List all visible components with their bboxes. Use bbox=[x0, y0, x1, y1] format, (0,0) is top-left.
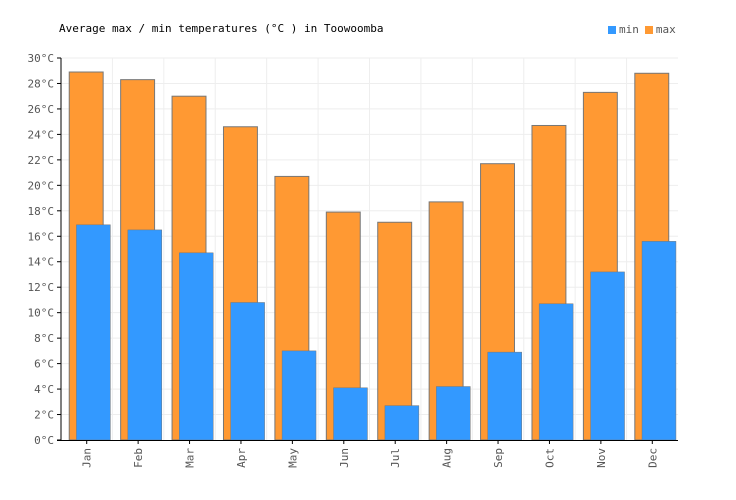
x-tick-label: Mar bbox=[184, 448, 197, 468]
y-tick-label: 26°C bbox=[28, 103, 55, 116]
x-tick-label: May bbox=[286, 448, 299, 468]
y-tick-label: 30°C bbox=[28, 52, 55, 65]
y-tick-label: 4°C bbox=[34, 383, 54, 396]
bar-min bbox=[76, 224, 111, 441]
y-tick-label: 16°C bbox=[28, 230, 55, 243]
bar-min bbox=[179, 252, 214, 441]
bar-min bbox=[487, 351, 522, 441]
bar-min bbox=[384, 405, 420, 441]
y-tick-label: 28°C bbox=[28, 77, 55, 90]
legend-item-min: min bbox=[608, 23, 639, 36]
legend-swatch-max bbox=[644, 25, 653, 34]
legend: min max bbox=[608, 23, 682, 36]
y-tick-label: 22°C bbox=[28, 154, 55, 167]
y-tick-label: 14°C bbox=[28, 256, 55, 269]
x-tick-label: Dec bbox=[646, 448, 659, 468]
legend-swatch-min bbox=[608, 25, 616, 34]
x-tick-label: Aug bbox=[441, 448, 454, 468]
x-tick-label: Feb bbox=[132, 448, 145, 468]
bar-min bbox=[538, 303, 574, 441]
bar-max bbox=[377, 221, 413, 441]
y-tick-label: 20°C bbox=[28, 179, 55, 192]
legend-label-min: min bbox=[619, 23, 639, 36]
bar-min bbox=[641, 241, 677, 441]
bar-min bbox=[281, 350, 317, 441]
x-tick-label: Sep bbox=[492, 448, 505, 468]
x-tick-label: Apr bbox=[235, 448, 248, 468]
y-tick-label: 6°C bbox=[34, 358, 54, 371]
y-tick-label: 18°C bbox=[28, 205, 55, 218]
y-tick-label: 10°C bbox=[28, 307, 55, 320]
x-tick-label: Jan bbox=[81, 448, 94, 468]
x-tick-label: Oct bbox=[543, 448, 556, 468]
y-tick-label: 8°C bbox=[34, 332, 54, 345]
bar-min bbox=[230, 302, 265, 441]
y-tick-label: 2°C bbox=[34, 409, 54, 422]
bar-min bbox=[436, 386, 471, 441]
y-tick-label: 0°C bbox=[34, 434, 54, 447]
y-tick-label: 12°C bbox=[28, 281, 55, 294]
chart-title: Average max / min temperatures (°C ) in … bbox=[59, 22, 384, 35]
x-tick-label: Nov bbox=[595, 448, 608, 468]
bar-min bbox=[333, 387, 368, 441]
bar-min bbox=[127, 229, 163, 441]
legend-label-max: max bbox=[655, 23, 676, 36]
x-tick-label: Jun bbox=[338, 448, 351, 468]
y-tick-label: 24°C bbox=[28, 128, 55, 141]
x-tick-label: Jul bbox=[389, 448, 402, 468]
legend-item-max: max bbox=[644, 23, 676, 36]
bar-min bbox=[590, 271, 625, 441]
